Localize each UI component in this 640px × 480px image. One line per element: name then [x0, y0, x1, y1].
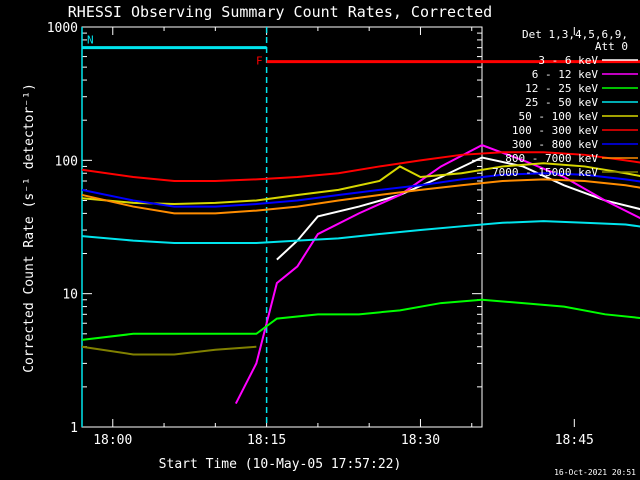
x-tick-label: 18:00	[93, 433, 132, 448]
series-line	[81, 151, 640, 182]
series-line	[81, 298, 640, 341]
series-line	[234, 144, 640, 404]
legend-entry-label: 7000 - 15000 keV	[492, 166, 598, 179]
legend-header: Det 1,3,4,5,6,9,	[522, 28, 628, 41]
axis-frame	[81, 26, 483, 428]
legend-entry-label: 800 - 7000 keV	[505, 152, 598, 165]
series-line	[81, 220, 640, 244]
series-line	[276, 156, 640, 261]
series-line	[81, 345, 257, 356]
y-tick-label: 100	[55, 154, 78, 169]
y-tick-label: 1000	[47, 21, 78, 36]
legend-entry-label: 50 - 100 keV	[519, 110, 599, 123]
legend-entry-label: 3 - 6 keV	[538, 54, 598, 67]
series-line	[81, 178, 640, 215]
legend-entry-label: 300 - 800 keV	[512, 138, 598, 151]
legend-entry-label: 6 - 12 keV	[532, 68, 599, 81]
y-tick-label: 10	[62, 288, 78, 303]
y-axis-label: Corrected Count Rate (s⁻¹ detector⁻¹)	[22, 83, 37, 373]
legend-header: Att 0	[595, 40, 628, 53]
flag-bar-label: N	[87, 34, 94, 47]
chart-title: RHESSI Observing Summary Count Rates, Co…	[68, 3, 492, 21]
legend-entry-label: 12 - 25 keV	[525, 82, 598, 95]
x-axis-label: Start Time (10-May-05 17:57:22)	[159, 457, 402, 472]
legend-entry-label: 25 - 50 keV	[525, 96, 598, 109]
series-line	[81, 172, 640, 208]
plot-area: 18:0018:1518:3018:4519:0019:1519:3011010…	[47, 21, 640, 448]
x-tick-label: 18:30	[401, 433, 440, 448]
x-tick-label: 18:45	[555, 433, 594, 448]
series-line	[81, 162, 640, 206]
flag-bar-label: F	[256, 55, 263, 68]
x-tick-label: 18:15	[247, 433, 286, 448]
footer-timestamp: 16-Oct-2021 20:51	[554, 468, 636, 477]
y-tick-label: 1	[70, 421, 78, 436]
legend-entry-label: 100 - 300 keV	[512, 124, 598, 137]
